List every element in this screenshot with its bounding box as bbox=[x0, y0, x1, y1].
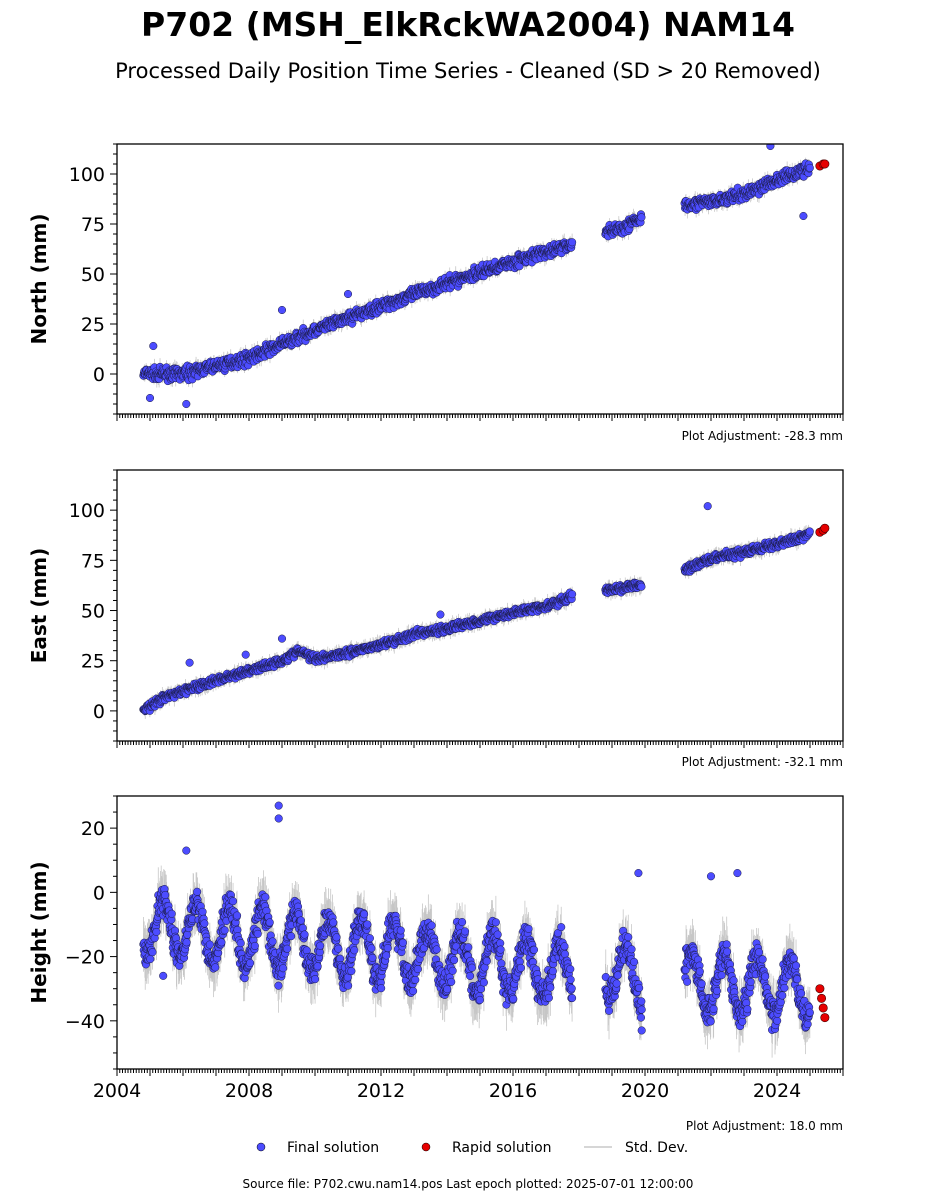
final-solution-outlier bbox=[149, 341, 158, 351]
final-solution-outlier bbox=[766, 144, 775, 151]
final-solution-outlier bbox=[343, 289, 353, 299]
final-solution-point bbox=[568, 238, 577, 247]
final-solution-points bbox=[139, 144, 814, 409]
panel-1: 0 25 50 75 100 North (mm) Plot Adjustment: -28… bbox=[27, 143, 844, 443]
y-axis-label: North (mm) bbox=[27, 213, 51, 344]
x-axis bbox=[116, 414, 844, 421]
chart-subtitle: Processed Daily Position Time Series - C… bbox=[115, 59, 821, 83]
final-solution-points bbox=[139, 502, 814, 716]
final-solution-outlier bbox=[182, 399, 191, 409]
plot-adjustment-label: Plot Adjustment: -28.3 mm bbox=[682, 429, 843, 443]
chart-title: P702 (MSH_ElkRckWA2004) NAM14 bbox=[141, 5, 795, 44]
y-tick-label: 75 bbox=[81, 214, 105, 236]
rapid-solution-points bbox=[815, 159, 830, 171]
y-axis: 0 25 50 75 100 bbox=[69, 143, 117, 415]
panel-data bbox=[139, 502, 830, 719]
panel-data bbox=[139, 144, 830, 409]
panels: 0 25 50 75 100 North (mm) Plot Adjustment: -28… bbox=[27, 143, 844, 1133]
final-solution-point bbox=[805, 163, 814, 172]
y-tick-label: 50 bbox=[81, 264, 105, 286]
final-solution-outlier bbox=[277, 305, 287, 315]
final-solution-outlier bbox=[799, 211, 808, 221]
y-tick-label: 100 bbox=[69, 164, 105, 186]
rapid-solution-point bbox=[820, 159, 830, 169]
final-solution-point bbox=[637, 213, 646, 222]
final-solution-outlier bbox=[145, 393, 155, 403]
y-tick-label: 25 bbox=[81, 314, 105, 336]
y-tick-label: 0 bbox=[93, 364, 105, 386]
